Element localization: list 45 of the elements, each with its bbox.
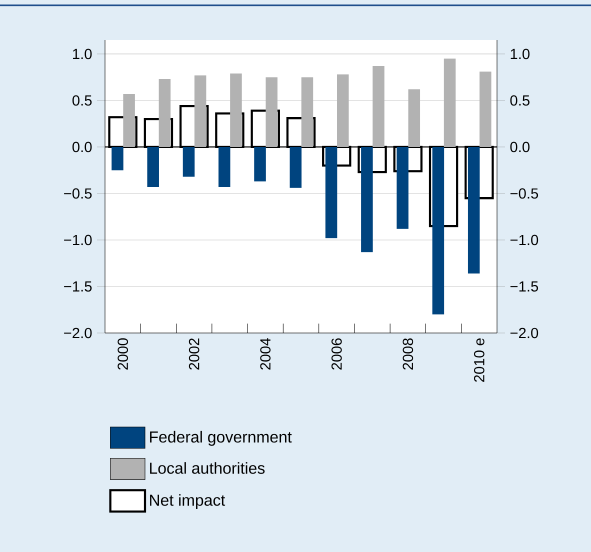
- bar: [480, 72, 492, 147]
- legend-label: Federal government: [150, 430, 292, 446]
- bar: [182, 146, 195, 177]
- bar: [218, 146, 230, 187]
- x-tick-label: 2006: [331, 338, 342, 370]
- x-tick-label: 2010 e: [474, 338, 484, 382]
- bar: [254, 146, 266, 182]
- bar: [361, 146, 373, 252]
- legend-label: Local authorities: [150, 462, 265, 474]
- bar: [444, 58, 456, 147]
- legend-label: Net impact: [150, 494, 226, 510]
- x-tick-label: 2008: [402, 338, 414, 370]
- y-tick-label: −1.0: [64, 234, 92, 246]
- bar: [194, 75, 206, 147]
- y-tick-label: −2.0: [64, 328, 92, 338]
- y-tick-label: 0.0: [72, 142, 92, 152]
- y2-tick-label: −1.0: [510, 234, 538, 246]
- bar: [325, 146, 338, 238]
- y2-tick-label: −0.5: [510, 188, 538, 199]
- x-tick-label: 2004: [260, 338, 271, 370]
- y-tick-label: 0.5: [72, 95, 92, 106]
- y2-tick-label: −1.5: [510, 281, 538, 292]
- bar: [266, 77, 278, 147]
- bar: [468, 146, 480, 274]
- x-tick-label: 2000: [118, 338, 128, 370]
- y-tick-label: −1.5: [64, 281, 92, 292]
- y2-tick-label: 1.0: [510, 48, 530, 60]
- bar: [147, 146, 159, 187]
- bar: [408, 89, 420, 147]
- y-tick-label: −0.5: [64, 188, 92, 199]
- x-tick-label: 2002: [188, 338, 200, 370]
- bar: [123, 94, 135, 147]
- y2-tick-label: 0.5: [510, 95, 530, 106]
- bar: [158, 79, 171, 147]
- bar: [230, 73, 242, 147]
- y2-tick-label: −2.0: [510, 328, 538, 338]
- y-tick-label: 1.0: [73, 48, 92, 60]
- bar: [290, 146, 302, 188]
- bar: [432, 146, 444, 314]
- bar: [301, 77, 314, 147]
- bar: [372, 66, 384, 147]
- bar: [336, 74, 349, 147]
- y2-tick-label: 0.0: [510, 142, 530, 152]
- bar: [396, 146, 408, 229]
- bar: [112, 146, 124, 170]
